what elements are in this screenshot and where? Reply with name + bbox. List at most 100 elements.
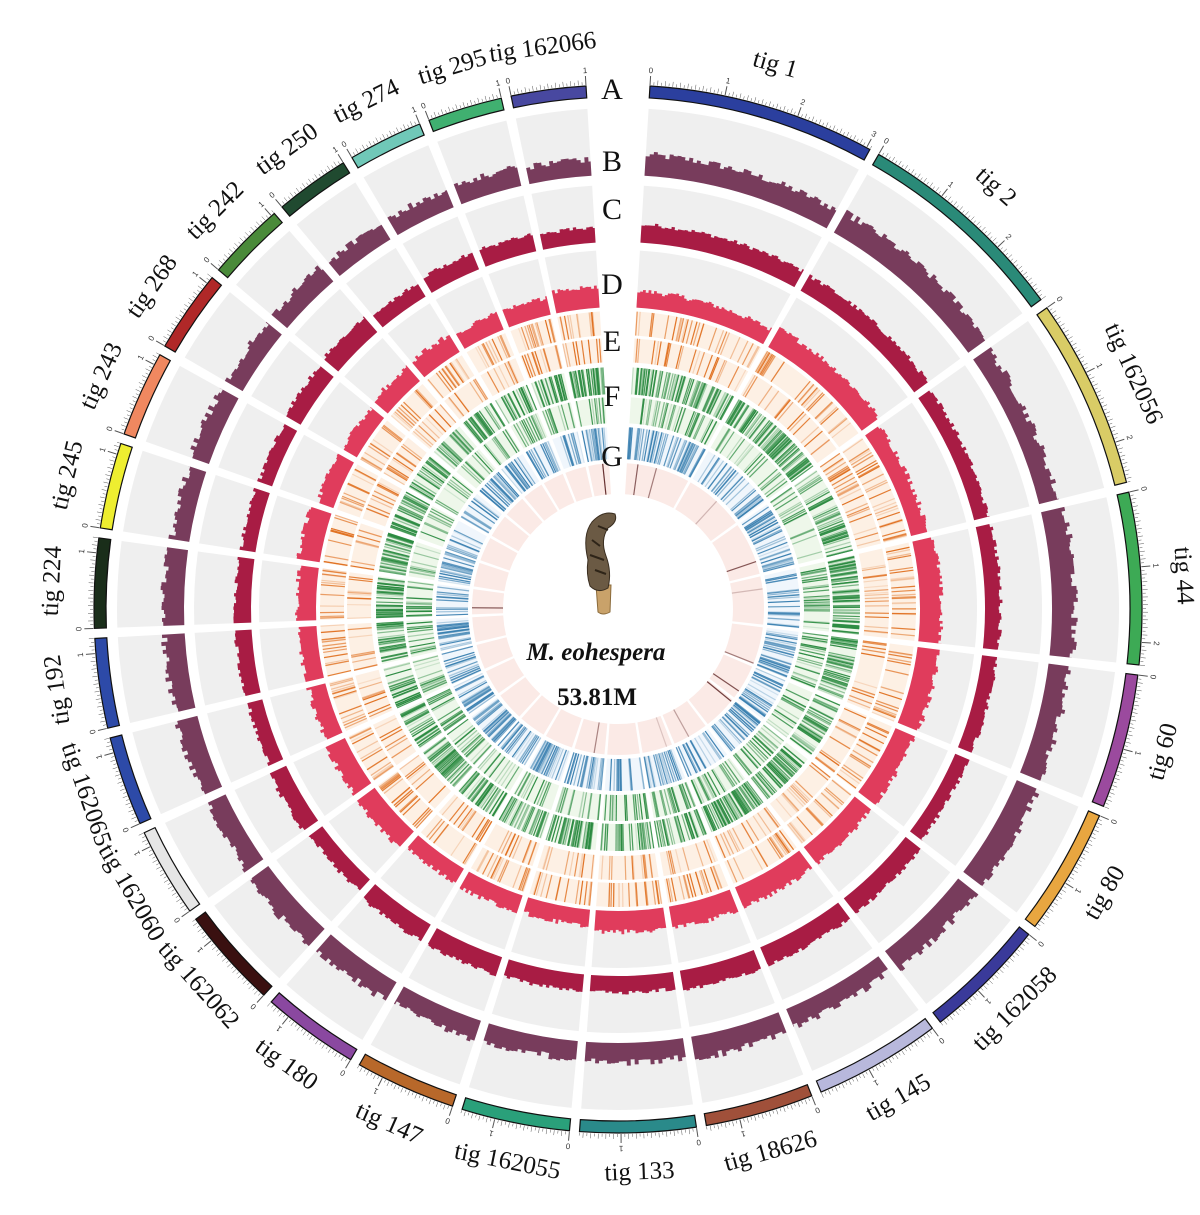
track-g-heatmap-mark — [464, 510, 492, 529]
track-f-heatmap-inner-mark — [692, 414, 705, 440]
track-f-heatmap-outer-mark — [767, 762, 787, 784]
track-e-heatmap-inner-mark — [822, 457, 844, 473]
ideogram-tick — [1034, 287, 1038, 291]
track-f-heatmap-outer-mark — [803, 487, 828, 503]
track-f-heatmap-outer-mark — [377, 577, 405, 583]
track-e-heatmap-outer-mark — [891, 597, 916, 600]
ideogram-tick — [1131, 715, 1135, 718]
tick-label: 1 — [132, 849, 142, 858]
track-c-histogram-bars — [233, 556, 255, 624]
track-d-histogram-bars — [306, 683, 343, 740]
track-g-heatmap-mark — [597, 428, 603, 460]
ideogram-tick — [90, 525, 100, 529]
track-e-heatmap-inner-mark — [380, 728, 403, 742]
track-f-heatmap-inner-mark — [431, 696, 455, 711]
track-f-heatmap-inner-mark — [746, 455, 766, 476]
track-f-heatmap-outer-mark — [568, 371, 576, 399]
track-f-heatmap-outer-mark — [829, 565, 857, 572]
track-g-heatmap-mark — [677, 441, 692, 472]
track-g-heatmap-mark — [448, 663, 479, 677]
track-f-heatmap-outer-mark — [701, 386, 714, 412]
track-f-heatmap-outer-mark — [832, 594, 860, 598]
track-e-heatmap-outer-mark — [373, 765, 394, 781]
ideogram-tick — [956, 205, 959, 208]
track-f-heatmap-outer-mark — [403, 495, 429, 510]
track-g-heatmap-mark — [731, 489, 757, 512]
contig-label: tig 162066 — [488, 27, 598, 68]
track-g-heatmap-mark — [767, 623, 800, 628]
ideogram-tick — [171, 889, 175, 892]
track-e-heatmap-outer-mark — [532, 871, 541, 895]
track-f-heatmap-outer-mark — [690, 381, 701, 407]
track-g-heatmap-mark — [440, 566, 473, 575]
track-g-heatmap-mark — [441, 562, 474, 572]
ideogram-tick — [271, 1004, 274, 1008]
track-f-heatmap-outer-mark — [782, 452, 804, 472]
ideogram-tick — [109, 748, 113, 751]
track-g-heatmap-mark — [758, 661, 789, 675]
ideogram-tick — [203, 940, 212, 947]
track-f-heatmap-outer-mark — [797, 726, 821, 743]
track-g-heatmap-mark — [728, 709, 753, 733]
ideogram-tick — [878, 1064, 881, 1068]
ideogram-tick — [215, 949, 219, 952]
track-g-heatmap-mark — [738, 697, 766, 718]
contig-label: tig 60 — [1142, 720, 1183, 783]
track-e-heatmap-outer-mark — [610, 882, 613, 907]
track-f-heatmap-outer-mark — [692, 382, 704, 408]
track-f-heatmap-outer-mark — [828, 560, 856, 568]
ideogram-tick — [325, 1046, 328, 1050]
track-e-heatmap-inner-mark — [863, 578, 888, 583]
track-e-heatmap-inner-mark — [541, 846, 550, 870]
track-f-heatmap-outer-mark — [590, 368, 595, 396]
track-f-heatmap-inner-mark — [430, 508, 455, 522]
ideogram-segment — [163, 276, 223, 353]
track-d-histogram-bars — [912, 537, 944, 644]
track-e-heatmap-outer-mark — [322, 569, 347, 575]
track-b-histogram-bars — [161, 633, 196, 712]
track-g-heatmap-mark — [547, 440, 561, 471]
tick-label: 0 — [105, 425, 115, 433]
track-e-heatmap-inner-mark — [545, 847, 554, 871]
track-f-heatmap-outer-mark — [762, 767, 782, 789]
tick-label: 0 — [338, 1068, 347, 1078]
ideogram-tick — [943, 1020, 948, 1025]
track-c-histogram-background — [918, 365, 1030, 521]
track-e-heatmap-inner-mark — [810, 439, 830, 456]
ideogram-tick — [672, 81, 674, 87]
inner-ring-marks-background — [637, 715, 672, 753]
track-f-heatmap-inner-mark — [414, 662, 441, 671]
track-g-heatmap-mark — [495, 474, 518, 499]
track-f-heatmap-outer-mark — [376, 615, 404, 618]
ideogram-tick — [926, 1033, 930, 1038]
tick-label: 1 — [1094, 362, 1104, 371]
track-f-heatmap-outer-mark — [489, 403, 505, 427]
ideogram-tick — [1037, 923, 1041, 927]
track-f-heatmap-inner-mark — [790, 528, 815, 540]
ideogram-tick — [1129, 489, 1139, 493]
contig-label: tig 268 — [121, 250, 183, 323]
track-f-heatmap-inner-mark — [424, 521, 449, 534]
track-e-heatmap-outer-mark — [591, 312, 595, 337]
ideogram-tick — [459, 105, 462, 109]
track-f-heatmap-outer-mark — [401, 705, 427, 719]
ideogram-tick — [1070, 340, 1073, 343]
track-f-heatmap-outer-mark — [513, 803, 527, 828]
track-label-c: C — [602, 193, 622, 226]
track-f-heatmap-outer-mark — [622, 823, 625, 851]
track-f-heatmap-outer-mark — [381, 558, 408, 566]
ideogram-tick — [787, 1105, 789, 1109]
ideogram-tick — [282, 201, 285, 204]
track-f-heatmap-inner-mark — [578, 791, 585, 818]
track-g-heatmap-mark — [758, 660, 789, 674]
ideogram-tick — [1133, 708, 1137, 710]
track-g-heatmap-mark — [593, 757, 599, 790]
ideogram-tick — [852, 1078, 855, 1082]
track-f-heatmap-outer-mark — [715, 393, 729, 418]
track-e-heatmap-inner-mark — [600, 855, 604, 880]
track-f-heatmap-inner-mark — [797, 658, 823, 667]
track-g-heatmap-mark — [685, 742, 701, 772]
ideogram-tick — [1078, 860, 1082, 862]
ideogram-tick — [1042, 917, 1046, 920]
ideogram-tick — [176, 898, 181, 903]
